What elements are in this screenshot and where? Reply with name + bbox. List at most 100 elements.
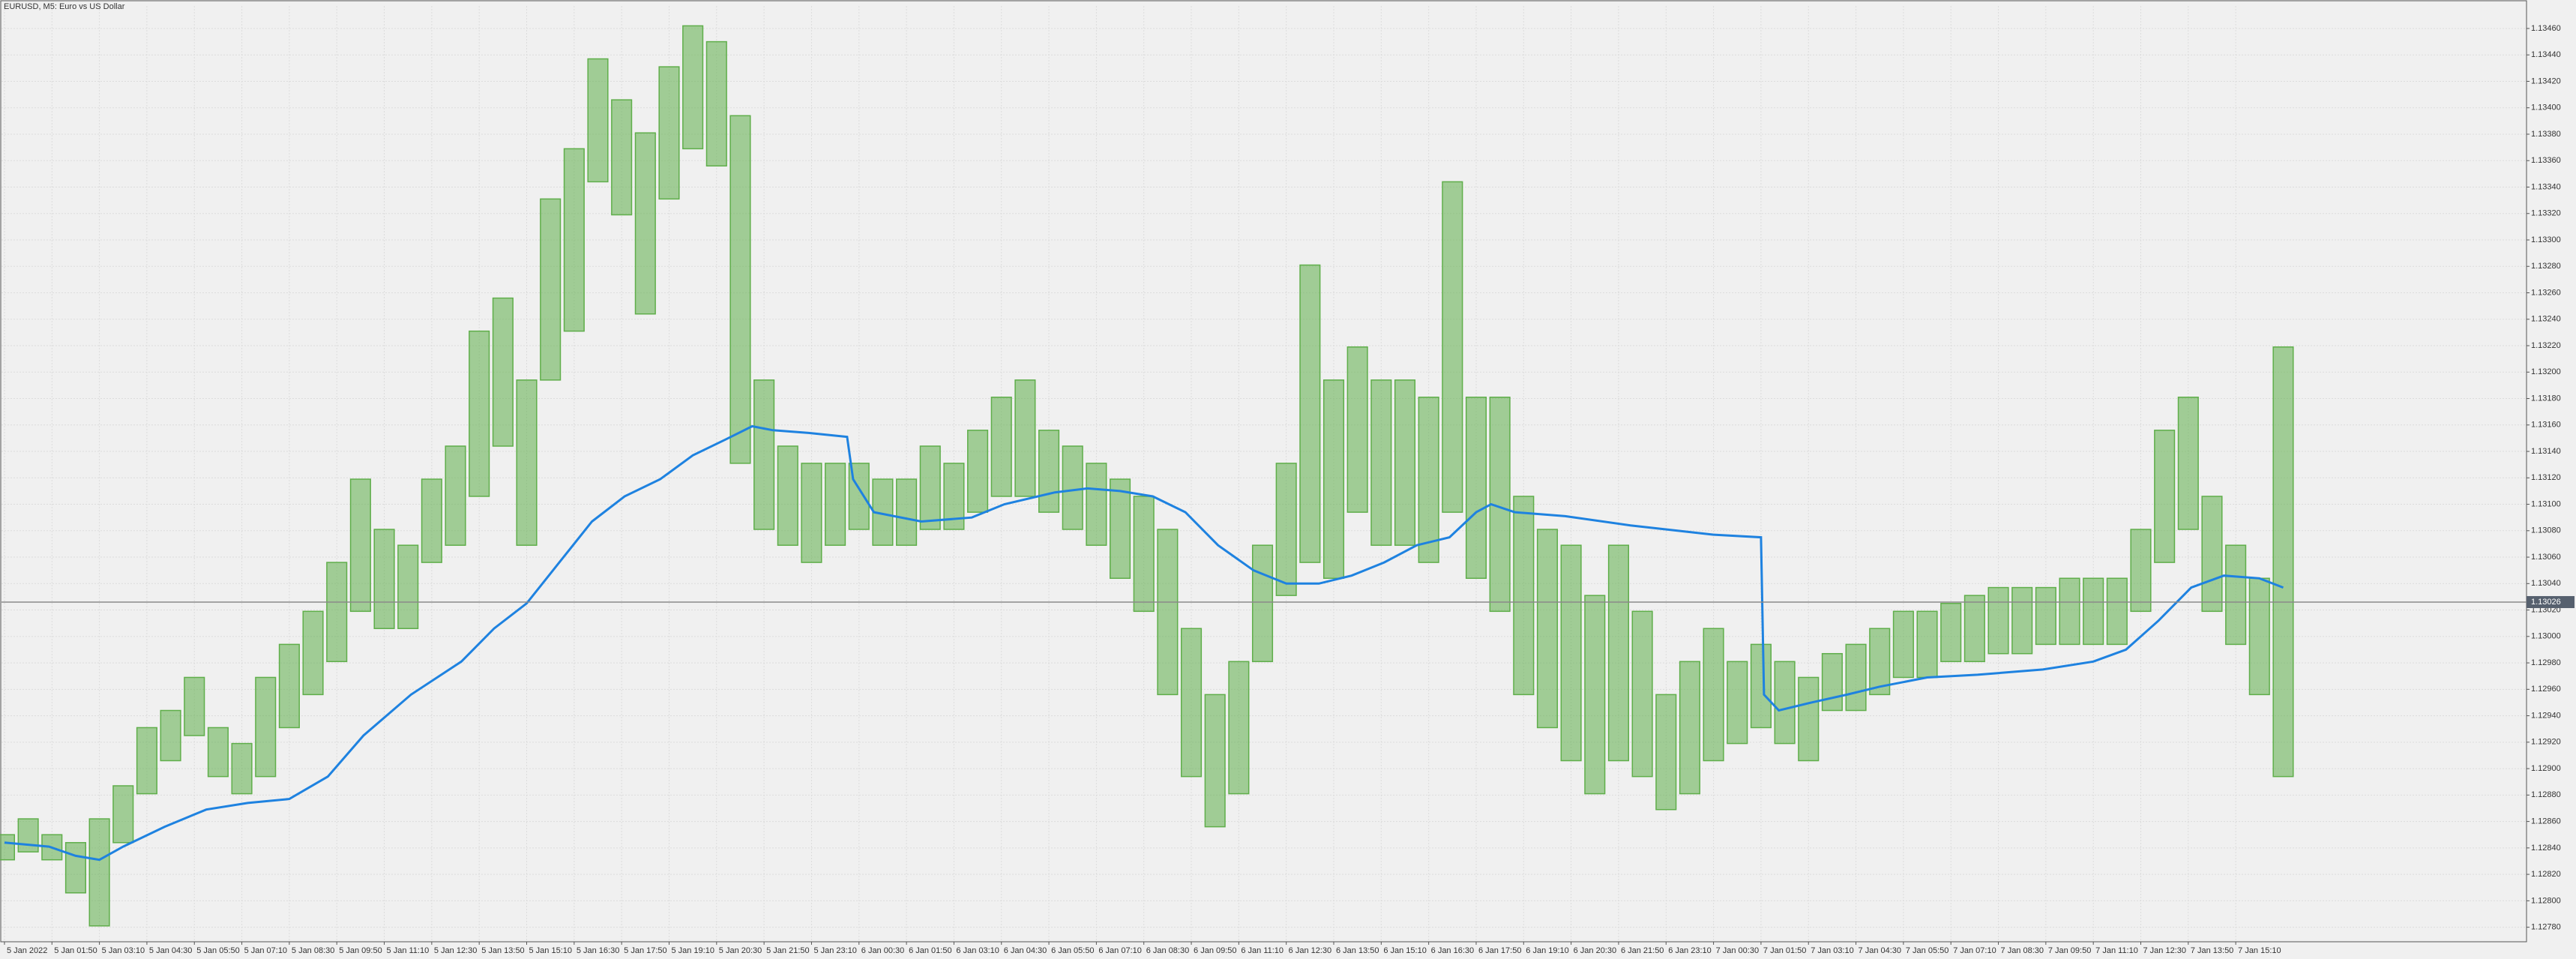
y-tick-label: 1.13300 xyxy=(2531,235,2561,244)
price-bar xyxy=(1157,529,1179,696)
x-tick-label: 5 Jan 04:30 xyxy=(149,946,192,955)
price-bar xyxy=(1560,544,1582,762)
y-tick-label: 1.13360 xyxy=(2531,156,2561,165)
price-bar xyxy=(896,478,918,546)
price-bar xyxy=(0,834,16,861)
price-bar xyxy=(207,727,229,778)
y-tick-label: 1.12880 xyxy=(2531,790,2561,799)
x-tick-label: 5 Jan 01:50 xyxy=(54,946,97,955)
y-tick-label: 1.13400 xyxy=(2531,103,2561,112)
price-bar xyxy=(1703,628,1724,762)
price-bar xyxy=(2011,586,2033,655)
y-tick-label: 1.13120 xyxy=(2531,473,2561,482)
y-tick-label: 1.12780 xyxy=(2531,923,2561,932)
price-bar xyxy=(1869,628,1891,696)
x-tick-label: 6 Jan 17:50 xyxy=(1478,946,1522,955)
price-bar xyxy=(1228,661,1250,795)
price-bar xyxy=(1940,602,1962,663)
price-bar xyxy=(1727,661,1748,745)
y-tick-label: 1.13260 xyxy=(2531,288,2561,297)
price-bar xyxy=(445,445,466,546)
y-tick-label: 1.13280 xyxy=(2531,262,2561,271)
price-bar xyxy=(1963,595,1985,663)
price-bar xyxy=(278,643,300,729)
x-tick-label: 5 Jan 05:50 xyxy=(196,946,240,955)
x-tick-label: 6 Jan 04:30 xyxy=(1004,946,1047,955)
y-tick-label: 1.13380 xyxy=(2531,130,2561,139)
price-bar xyxy=(1275,463,1297,596)
price-bar xyxy=(64,842,86,894)
x-tick-label: 7 Jan 04:30 xyxy=(1859,946,1902,955)
price-bar xyxy=(1394,379,1416,546)
x-tick-label: 5 Jan 23:10 xyxy=(813,946,857,955)
x-tick-label: 6 Jan 13:50 xyxy=(1336,946,1379,955)
x-tick-label: 7 Jan 03:10 xyxy=(1811,946,1854,955)
x-tick-label: 6 Jan 03:10 xyxy=(956,946,999,955)
x-tick-label: 7 Jan 09:50 xyxy=(2048,946,2092,955)
y-tick-label: 1.13320 xyxy=(2531,209,2561,218)
price-bar xyxy=(2083,577,2104,646)
x-tick-label: 6 Jan 21:50 xyxy=(1621,946,1664,955)
price-bar xyxy=(2248,577,2270,696)
y-tick-label: 1.13000 xyxy=(2531,632,2561,641)
x-tick-label: 6 Jan 09:50 xyxy=(1194,946,1237,955)
price-bar xyxy=(801,463,822,563)
x-tick-label: 7 Jan 08:30 xyxy=(2001,946,2044,955)
price-bar xyxy=(919,445,941,530)
y-tick-label: 1.12900 xyxy=(2531,764,2561,773)
x-tick-label: 5 Jan 13:50 xyxy=(481,946,525,955)
price-bar xyxy=(563,148,585,332)
price-bar xyxy=(1750,643,1772,729)
price-bar xyxy=(160,709,181,762)
price-bar xyxy=(373,529,395,629)
x-tick-label: 6 Jan 15:10 xyxy=(1383,946,1427,955)
price-bar xyxy=(1204,694,1226,828)
x-tick-label: 5 Jan 09:50 xyxy=(339,946,382,955)
price-bar xyxy=(112,785,134,844)
x-tick-label: 7 Jan 05:50 xyxy=(1906,946,1949,955)
x-tick-label: 5 Jan 20:30 xyxy=(719,946,762,955)
y-tick-label: 1.13140 xyxy=(2531,447,2561,456)
price-bar xyxy=(1631,610,1653,778)
x-tick-label: 6 Jan 12:30 xyxy=(1289,946,1332,955)
y-tick-label: 1.13100 xyxy=(2531,499,2561,508)
price-bar xyxy=(2201,496,2223,613)
price-bar xyxy=(1180,628,1203,778)
x-tick-label: 5 Jan 17:50 xyxy=(624,946,667,955)
y-tick-label: 1.13080 xyxy=(2531,526,2561,535)
price-bar xyxy=(1062,445,1083,530)
price-bar xyxy=(88,818,110,927)
x-tick-label: 5 Jan 21:50 xyxy=(766,946,810,955)
x-tick-label: 5 Jan 12:30 xyxy=(434,946,478,955)
y-tick-label: 1.13220 xyxy=(2531,341,2561,350)
price-bar xyxy=(1346,346,1368,513)
y-tick-label: 1.13200 xyxy=(2531,367,2561,376)
price-bar xyxy=(1845,643,1867,712)
price-bar xyxy=(729,115,751,464)
price-bar xyxy=(777,445,798,546)
price-bar xyxy=(990,397,1012,497)
price-bar xyxy=(658,66,680,200)
y-tick-label: 1.13060 xyxy=(2531,553,2561,562)
current-price-box xyxy=(2527,595,2575,608)
price-bar xyxy=(634,132,656,315)
plot-frame xyxy=(0,0,2527,943)
price-bar xyxy=(516,379,538,546)
y-tick-label: 1.13420 xyxy=(2531,76,2561,85)
x-tick-label: 6 Jan 08:30 xyxy=(1146,946,1190,955)
price-bar xyxy=(302,610,324,696)
y-tick-label: 1.13160 xyxy=(2531,421,2561,430)
price-bar xyxy=(231,742,253,795)
price-bar xyxy=(1916,610,1938,679)
y-tick-label: 1.12940 xyxy=(2531,711,2561,720)
price-bar xyxy=(1133,496,1155,613)
x-tick-label: 6 Jan 20:30 xyxy=(1574,946,1617,955)
price-bar xyxy=(2225,544,2247,646)
x-tick-label: 7 Jan 13:50 xyxy=(2191,946,2234,955)
price-bar xyxy=(1465,397,1487,580)
price-bar xyxy=(2272,346,2294,778)
price-bar xyxy=(1251,544,1274,663)
y-tick-label: 1.12860 xyxy=(2531,817,2561,826)
y-tick-label: 1.12820 xyxy=(2531,870,2561,879)
